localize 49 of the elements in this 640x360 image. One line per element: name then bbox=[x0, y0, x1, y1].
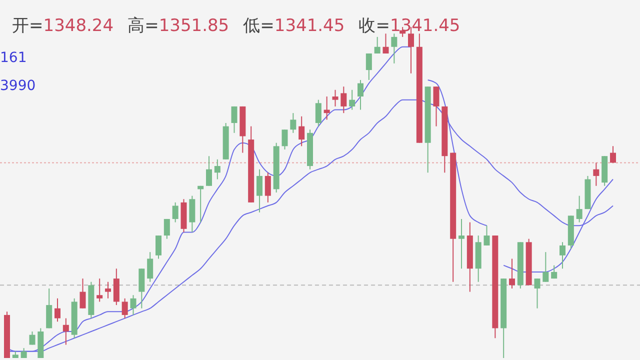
candlestick bbox=[332, 89, 338, 107]
candlestick bbox=[164, 218, 170, 240]
candlestick bbox=[105, 281, 111, 299]
candlestick bbox=[214, 158, 220, 180]
candlestick bbox=[433, 86, 440, 127]
candlestick bbox=[358, 79, 364, 110]
candlestick bbox=[374, 36, 380, 54]
candlestick bbox=[560, 242, 566, 270]
candlestick bbox=[206, 156, 212, 186]
candlestick bbox=[542, 252, 549, 282]
candlestick bbox=[138, 268, 145, 309]
candlestick bbox=[315, 99, 322, 127]
candlestick bbox=[349, 89, 356, 110]
candlestick bbox=[264, 172, 271, 203]
candlestick bbox=[458, 218, 464, 270]
candlestick bbox=[80, 278, 86, 309]
candlestick bbox=[147, 252, 154, 282]
candlestick bbox=[96, 278, 103, 302]
annotation: 161 bbox=[0, 50, 27, 66]
candlestick bbox=[46, 288, 52, 329]
candlestick bbox=[576, 195, 582, 223]
candlestick bbox=[509, 258, 515, 289]
candlestick bbox=[290, 112, 296, 134]
candlestick bbox=[382, 33, 389, 54]
candlestick bbox=[156, 235, 162, 260]
candlestick bbox=[113, 268, 120, 306]
candlestick bbox=[391, 33, 398, 64]
candlestick bbox=[122, 298, 128, 319]
candlestick bbox=[54, 298, 60, 322]
candlestick bbox=[340, 86, 347, 114]
candlestick bbox=[484, 225, 490, 246]
candlestick bbox=[593, 162, 600, 186]
candlestick bbox=[534, 278, 540, 309]
candlestick bbox=[62, 318, 69, 346]
chart-title: 开=1348.24 高=1351.85 低=1341.45 收=1341.45 bbox=[12, 16, 460, 36]
candlestick bbox=[29, 331, 36, 346]
candlestick bbox=[231, 106, 238, 134]
candlestick bbox=[130, 294, 136, 316]
candlestick bbox=[366, 52, 372, 80]
candlestick bbox=[282, 129, 288, 150]
candlestick bbox=[324, 96, 330, 120]
annotation: 3990 bbox=[0, 78, 36, 94]
candlestick bbox=[198, 185, 204, 223]
candlestick bbox=[172, 202, 178, 223]
candlestick bbox=[610, 146, 616, 164]
candlestick bbox=[551, 264, 558, 280]
candlestick bbox=[256, 168, 262, 213]
candlestick bbox=[189, 195, 196, 233]
candlestick bbox=[298, 116, 305, 147]
